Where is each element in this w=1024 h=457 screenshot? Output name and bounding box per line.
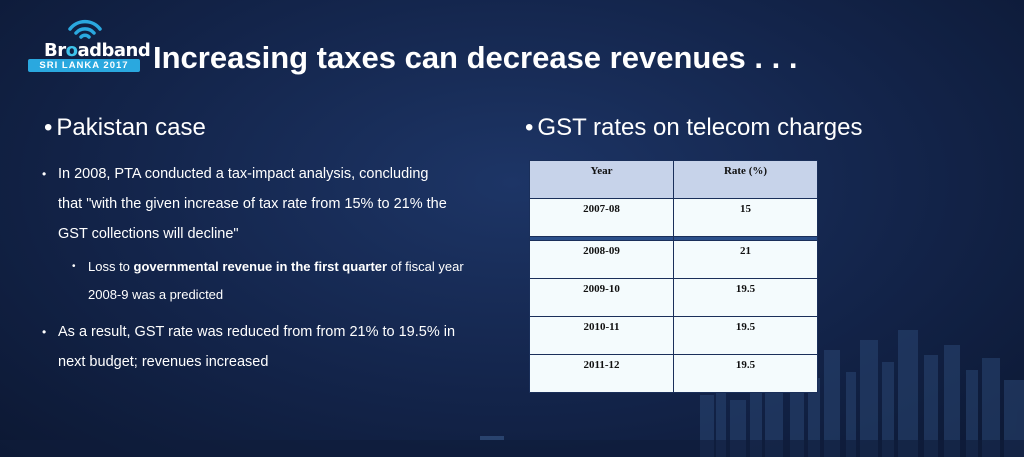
cell-year: 2008-09 (529, 240, 674, 279)
table-header-row: Year Rate (%) (529, 160, 818, 199)
broadband-logo: Broadband SRI LANKA 2017 (26, 18, 151, 74)
slide-title: Increasing taxes can decrease revenues .… (153, 40, 798, 75)
sub-bullet-revenue-loss: • Loss to governmental revenue in the fi… (72, 253, 464, 309)
cell-year: 2011-12 (529, 354, 674, 393)
bullet-icon: • (525, 114, 534, 141)
table-row: 2007-08 15 (529, 198, 818, 237)
bullet-icon: • (72, 261, 76, 272)
bullet-icon: • (42, 167, 47, 181)
cell-rate: 15 (673, 198, 818, 237)
left-column-heading: • Pakistan case (44, 114, 206, 141)
gst-rates-table: Year Rate (%) 2007-08 15 2008-09 21 2009… (529, 160, 818, 393)
wifi-icon (68, 19, 102, 39)
cell-rate: 19.5 (673, 316, 818, 355)
bullet-text-line: Loss to governmental revenue in the firs… (88, 259, 464, 274)
right-column-heading: • GST rates on telecom charges (525, 114, 863, 141)
logo-wordmark: Broadband (44, 40, 151, 61)
cell-rate: 19.5 (673, 278, 818, 317)
table-row: 2009-10 19.5 (529, 278, 818, 317)
bullet-text-line: As a result, GST rate was reduced from f… (58, 324, 456, 340)
bullet-text-line: next budget; revenues increased (58, 354, 269, 370)
cell-year: 2010-11 (529, 316, 674, 355)
bullet-icon: • (42, 325, 47, 339)
bullet-text-line: GST collections will decline" (58, 226, 239, 242)
bullet-text-line: that "with the given increase of tax rat… (58, 196, 447, 212)
bullet-pta-analysis: • In 2008, PTA conducted a tax-impact an… (42, 159, 447, 249)
bullet-text-line: In 2008, PTA conducted a tax-impact anal… (58, 166, 429, 182)
bullet-text-line: 2008-9 was a predicted (88, 287, 224, 302)
table-row: 2011-12 19.5 (529, 354, 818, 393)
cell-year: 2007-08 (529, 198, 674, 237)
table-row: 2010-11 19.5 (529, 316, 818, 355)
bullet-icon: • (44, 114, 53, 141)
cell-rate: 21 (673, 240, 818, 279)
logo-tagline: SRI LANKA 2017 (28, 59, 140, 72)
column-header-year: Year (529, 160, 674, 199)
column-header-rate: Rate (%) (673, 160, 818, 199)
table-row: 2008-09 21 (529, 240, 818, 279)
cell-year: 2009-10 (529, 278, 674, 317)
cell-rate: 19.5 (673, 354, 818, 393)
bullet-rate-reduced: • As a result, GST rate was reduced from… (42, 317, 456, 377)
